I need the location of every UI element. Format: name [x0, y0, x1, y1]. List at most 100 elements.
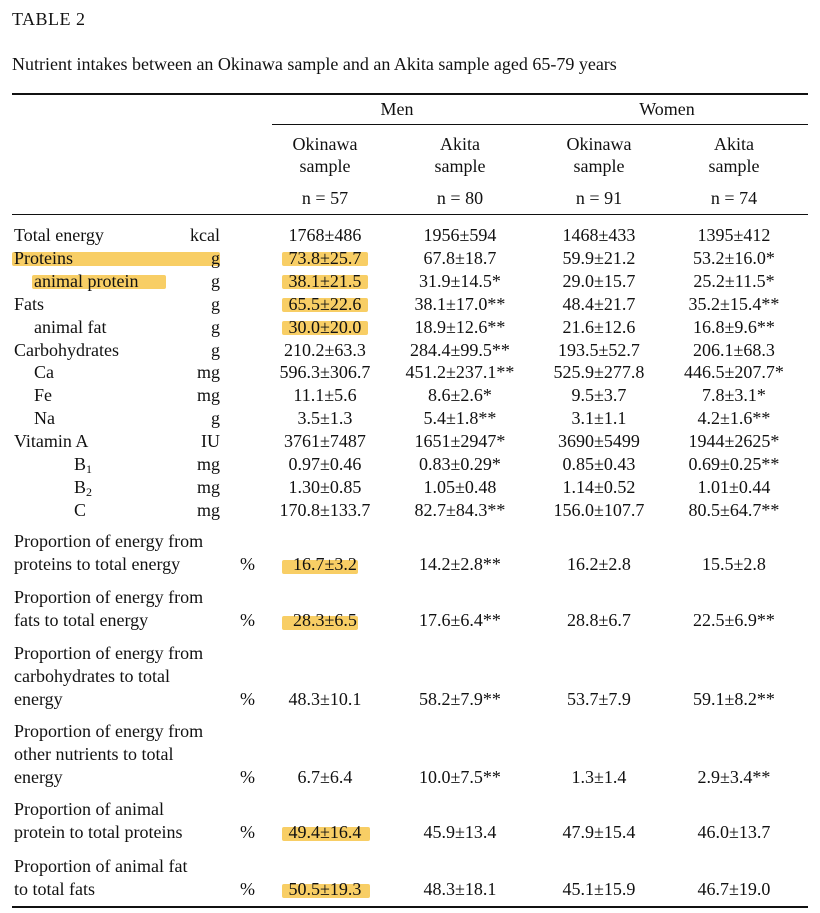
row-unit: g — [211, 271, 220, 291]
row-value: 35.2±15.4** — [688, 294, 780, 314]
row-value: 1956±594 — [423, 225, 497, 245]
row-value: 156.0±107.7 — [553, 500, 645, 520]
row-value: 1651±2947* — [414, 431, 506, 451]
col-header-line1: Akita — [440, 134, 480, 154]
row-value: 4.2±1.6** — [697, 408, 771, 428]
row-value: 451.2±237.1** — [405, 362, 515, 382]
row-label: B1 — [74, 453, 92, 475]
proportion-value: 59.1±8.2** — [693, 689, 775, 709]
row-unit: g — [211, 317, 220, 337]
col-header-n: n = 80 — [436, 188, 484, 208]
row-value: 30.0±20.0 — [288, 317, 362, 337]
row-value: 1.14±0.52 — [562, 477, 636, 497]
row-value: 170.8±133.7 — [279, 500, 371, 520]
group-rule — [272, 124, 808, 125]
highlight-fats-value — [282, 298, 368, 312]
proportion-value: 53.7±7.9 — [567, 689, 631, 709]
row-value: 16.8±9.6** — [693, 317, 775, 337]
proportion-value: 46.7±19.0 — [697, 879, 771, 899]
col-header-n: n = 57 — [301, 188, 349, 208]
row-label: animal protein — [34, 270, 138, 292]
proportion-unit: % — [240, 879, 255, 899]
col-header-line2: sample — [573, 156, 625, 176]
row-label: C — [74, 499, 86, 521]
proportion-value: 47.9±15.4 — [562, 822, 636, 842]
highlight-animal-fat-value — [282, 321, 368, 335]
row-value: 1395±412 — [697, 225, 771, 245]
row-label: Carbohydrates — [14, 339, 119, 361]
row-value: 11.1±5.6 — [293, 385, 357, 405]
col-header-line1: Akita — [714, 134, 754, 154]
row-value: 3690±5499 — [558, 431, 640, 451]
top-rule — [12, 93, 808, 95]
row-value: 5.4±1.8** — [423, 408, 497, 428]
row-value: 525.9±277.8 — [553, 362, 645, 382]
highlight-animal-fat-ratio-value — [282, 884, 370, 898]
row-value: 1.30±0.85 — [288, 477, 362, 497]
proportion-label-line: Proportion of animal fat — [14, 856, 188, 876]
row-label: B2 — [74, 476, 92, 498]
bottom-rule — [12, 906, 808, 908]
highlight-animal-protein-value — [282, 275, 368, 289]
row-value: 73.8±25.7 — [288, 248, 362, 268]
col-header-line2: sample — [434, 156, 486, 176]
row-unit: mg — [196, 362, 220, 382]
proportion-unit: % — [240, 689, 255, 709]
col-header-line1: Okinawa — [292, 134, 358, 154]
row-label-subscript: 1 — [86, 462, 93, 476]
row-unit: mg — [196, 477, 220, 497]
row-value: 8.6±2.6* — [428, 385, 492, 405]
row-label-text: Carbohydrates — [14, 340, 119, 360]
proportion-label-line: Proportion of energy from — [14, 721, 204, 741]
proportion-value: 14.2±2.8** — [419, 554, 501, 574]
row-unit: g — [211, 248, 220, 268]
row-value: 1768±486 — [288, 225, 362, 245]
proportion-value: 17.6±6.4** — [419, 610, 501, 630]
row-value: 206.1±68.3 — [693, 340, 775, 360]
row-value: 82.7±84.3** — [414, 500, 506, 520]
row-value: 59.9±21.2 — [562, 248, 636, 268]
row-label-text: B — [74, 477, 87, 497]
proportion-value: 2.9±3.4** — [697, 767, 771, 787]
row-value: 0.69±0.25** — [688, 454, 780, 474]
proportion-value: 1.3±1.4 — [571, 767, 627, 787]
row-label: Total energy — [14, 224, 104, 246]
proportion-label-line: energy — [14, 767, 63, 787]
group-header-men: Men — [380, 99, 414, 119]
row-label: Ca — [34, 361, 54, 383]
col-header-line2: sample — [299, 156, 351, 176]
row-unit: mg — [196, 385, 220, 405]
header-rule — [12, 214, 808, 215]
proportion-value: 15.5±2.8 — [702, 554, 766, 574]
row-label-text: Fats — [14, 294, 45, 314]
row-label-text: Proteins — [14, 248, 74, 268]
row-unit: g — [211, 340, 220, 360]
proportion-value: 16.7±3.2 — [293, 554, 357, 574]
row-value: 67.8±18.7 — [423, 248, 497, 268]
col-header-akita-women: Akita sample n = 74 — [709, 133, 760, 209]
proportion-value: 58.2±7.9** — [419, 689, 501, 709]
row-unit: mg — [196, 500, 220, 520]
row-value: 3.1±1.1 — [571, 408, 627, 428]
proportion-value: 28.3±6.5 — [293, 610, 357, 630]
row-label: Fe — [34, 384, 52, 406]
row-value: 48.4±21.7 — [562, 294, 636, 314]
proportion-value: 50.5±19.3 — [288, 879, 362, 899]
proportion-value: 10.0±7.5** — [419, 767, 501, 787]
row-label-text: Total energy — [14, 225, 104, 245]
row-label-text: animal protein — [34, 271, 139, 291]
proportion-label-line: proteins to total energy — [14, 554, 181, 574]
row-value: 3761±7487 — [284, 431, 366, 451]
row-value: 21.6±12.6 — [562, 317, 636, 337]
proportion-value: 48.3±18.1 — [423, 879, 497, 899]
table-number: TABLE 2 — [12, 9, 86, 29]
proportion-label-line: carbohydrates to total — [14, 666, 170, 686]
group-header-women: Women — [639, 99, 695, 119]
proportion-label-line: other nutrients to total — [14, 744, 174, 764]
proportion-label-line: Proportion of energy from — [14, 587, 204, 607]
proportion-value: 49.4±16.4 — [288, 822, 362, 842]
row-value: 1.01±0.44 — [697, 477, 771, 497]
proportion-label-line: energy — [14, 689, 63, 709]
row-unit: kcal — [190, 225, 220, 245]
